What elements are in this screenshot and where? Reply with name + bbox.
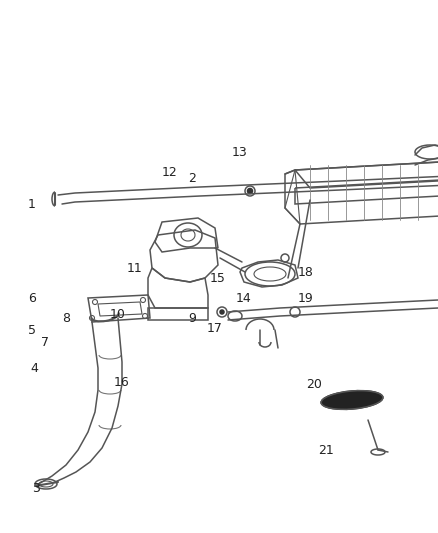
Text: 6: 6 xyxy=(28,292,36,304)
Text: 4: 4 xyxy=(30,361,38,375)
Ellipse shape xyxy=(321,391,383,409)
Text: 18: 18 xyxy=(298,265,314,279)
Circle shape xyxy=(220,310,224,314)
Text: 19: 19 xyxy=(298,292,314,304)
Text: 1: 1 xyxy=(28,198,36,212)
Text: 8: 8 xyxy=(62,311,70,325)
Text: 20: 20 xyxy=(306,378,322,392)
Text: 11: 11 xyxy=(127,262,143,274)
Text: 14: 14 xyxy=(236,292,252,304)
Text: 9: 9 xyxy=(188,311,196,325)
Text: 15: 15 xyxy=(210,271,226,285)
Text: 17: 17 xyxy=(207,321,223,335)
Text: 16: 16 xyxy=(114,376,130,389)
Text: 10: 10 xyxy=(110,309,126,321)
Text: 5: 5 xyxy=(28,324,36,336)
Text: 2: 2 xyxy=(188,172,196,184)
Text: 13: 13 xyxy=(232,147,248,159)
Text: 21: 21 xyxy=(318,443,334,456)
Text: 12: 12 xyxy=(162,166,178,179)
Circle shape xyxy=(247,189,252,193)
Text: 7: 7 xyxy=(41,335,49,349)
Text: 3: 3 xyxy=(32,481,40,495)
